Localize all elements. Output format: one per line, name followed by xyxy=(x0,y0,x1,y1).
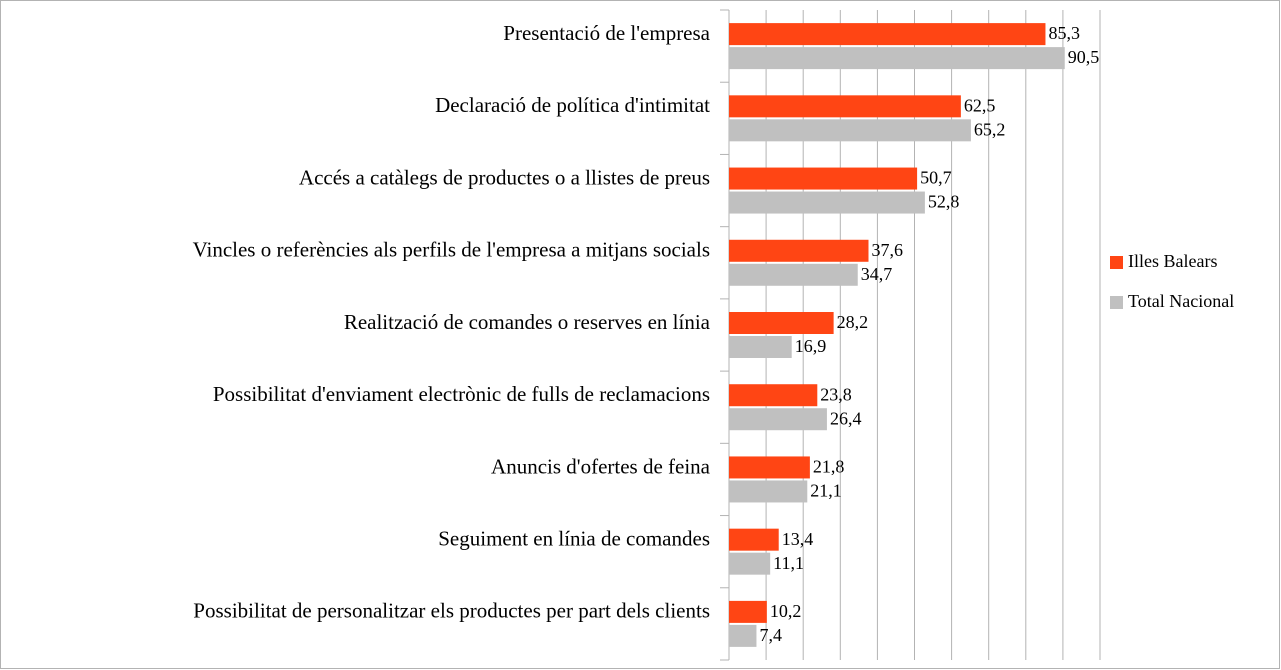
value-label: 34,7 xyxy=(861,264,893,284)
bar xyxy=(729,528,779,551)
value-label: 52,8 xyxy=(928,192,960,212)
value-label: 90,5 xyxy=(1068,47,1100,67)
value-label: 50,7 xyxy=(920,168,952,188)
value-label: 10,2 xyxy=(770,601,802,621)
legend-label: Total Nacional xyxy=(1128,291,1234,311)
value-label: 7,4 xyxy=(759,625,782,645)
bar xyxy=(729,239,869,262)
value-label: 11,1 xyxy=(773,553,804,573)
legend-swatch xyxy=(1110,256,1123,269)
category-label: Possibilitat de personalitzar els produc… xyxy=(193,599,710,623)
bar xyxy=(729,384,818,407)
value-label: 85,3 xyxy=(1048,23,1080,43)
bar xyxy=(729,480,808,503)
category-label: Possibilitat d'enviament electrònic de f… xyxy=(213,382,710,406)
value-label: 21,1 xyxy=(810,481,842,501)
value-label: 28,2 xyxy=(837,312,869,332)
value-label: 65,2 xyxy=(974,119,1006,139)
bar xyxy=(729,624,757,647)
category-label: Declaració de política d'intimitat xyxy=(435,93,710,117)
category-label: Anuncis d'ofertes de feina xyxy=(491,454,711,478)
category-label: Seguiment en línia de comandes xyxy=(438,526,710,550)
bar xyxy=(729,191,925,214)
value-label: 21,8 xyxy=(813,457,845,477)
bar xyxy=(729,23,1046,46)
bar xyxy=(729,47,1065,70)
bar xyxy=(729,167,918,190)
value-label: 37,6 xyxy=(871,240,903,260)
bar xyxy=(729,600,767,623)
category-label: Presentació de l'empresa xyxy=(503,21,710,45)
bar xyxy=(729,119,971,142)
value-label: 62,5 xyxy=(964,95,996,115)
value-label: 26,4 xyxy=(830,408,862,428)
category-label: Realització de comandes o reserves en lí… xyxy=(344,310,711,334)
bar xyxy=(729,95,961,118)
bar xyxy=(729,263,858,286)
legend-swatch xyxy=(1110,296,1123,309)
value-label: 16,9 xyxy=(795,336,827,356)
bar xyxy=(729,408,827,431)
legend-label: Illes Balears xyxy=(1128,251,1217,271)
value-label: 23,8 xyxy=(820,384,852,404)
bar xyxy=(729,336,792,358)
bar xyxy=(729,312,834,334)
value-label: 13,4 xyxy=(782,529,814,549)
bar xyxy=(729,552,771,575)
bar xyxy=(729,456,810,479)
category-label: Vincles o referències als perfils de l'e… xyxy=(193,238,710,262)
category-label: Accés a catàlegs de productes o a lliste… xyxy=(299,165,710,189)
